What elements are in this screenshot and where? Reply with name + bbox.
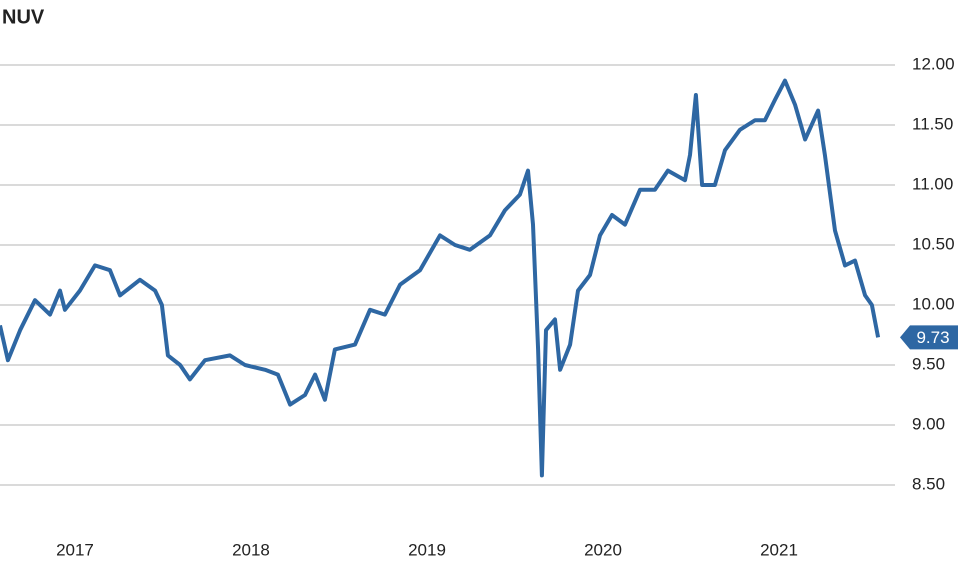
x-tick-label: 2018 bbox=[232, 540, 270, 559]
y-tick-label: 10.50 bbox=[912, 234, 955, 253]
y-tick-label: 12.00 bbox=[912, 54, 955, 73]
x-tick-label: 2020 bbox=[584, 540, 622, 559]
last-value-label: 9.73 bbox=[916, 328, 949, 347]
x-tick-label: 2017 bbox=[56, 540, 94, 559]
y-tick-label: 10.00 bbox=[912, 294, 955, 313]
x-tick-label: 2019 bbox=[408, 540, 446, 559]
price-line bbox=[0, 78, 881, 478]
y-tick-label: 11.00 bbox=[912, 174, 953, 193]
chart-title: NUV bbox=[2, 6, 45, 28]
x-tick-label: 2021 bbox=[760, 540, 798, 559]
y-tick-label: 8.50 bbox=[912, 474, 945, 493]
last-value-badge bbox=[900, 325, 958, 350]
y-tick-label: 9.50 bbox=[912, 354, 945, 373]
y-tick-label: 11.50 bbox=[912, 114, 953, 133]
y-tick-label: 9.00 bbox=[912, 414, 945, 433]
